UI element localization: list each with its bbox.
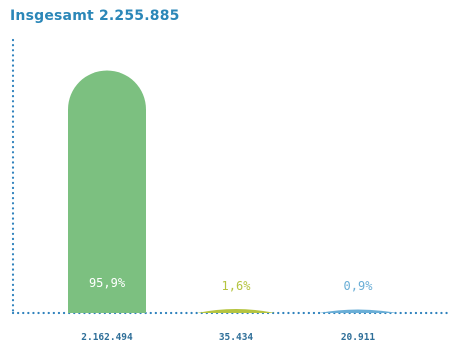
bar-series — [68, 70, 397, 313]
value-label-3: 20.911 — [341, 332, 376, 343]
percent-labels: 95,9% 1,6% 0,9% — [89, 276, 373, 293]
bar-1 — [68, 70, 146, 313]
value-label-1: 2.162.494 — [81, 332, 133, 343]
bar-3 — [319, 309, 397, 313]
value-label-2: 35.434 — [219, 332, 254, 343]
chart-title: Insgesamt 2.255.885 — [10, 8, 180, 24]
bar-2 — [197, 309, 275, 313]
percent-label-2: 1,6% — [222, 279, 252, 293]
percent-label-3: 0,9% — [344, 279, 374, 293]
percent-label-1: 95,9% — [89, 276, 126, 290]
value-labels: 2.162.494 35.434 20.911 — [81, 332, 375, 343]
